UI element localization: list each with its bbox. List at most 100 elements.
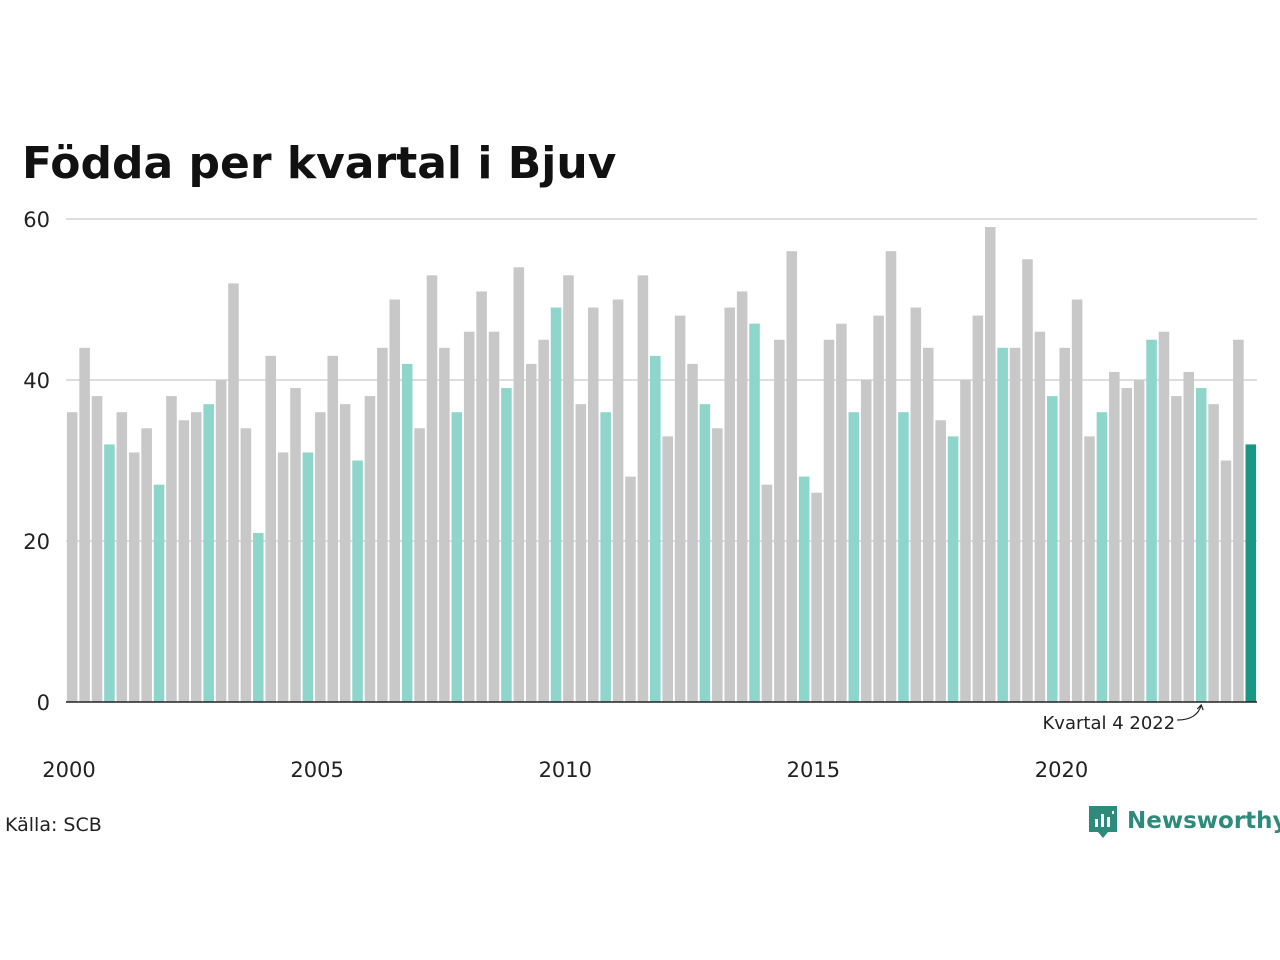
bar [315, 412, 326, 702]
newsworthy-logo: Newsworthy [1089, 806, 1280, 838]
bar [426, 275, 438, 702]
bar [488, 331, 500, 702]
bar [364, 396, 376, 702]
bar [302, 452, 314, 702]
y-tick-label: 40 [23, 369, 50, 393]
bar [451, 412, 463, 702]
bar [1220, 460, 1232, 702]
bar [910, 307, 922, 702]
bar [215, 380, 227, 702]
bar [674, 315, 686, 702]
bar [277, 452, 289, 702]
bar [984, 227, 996, 703]
bar [774, 339, 785, 702]
bar [749, 323, 760, 702]
bar [922, 347, 934, 702]
bar [1233, 339, 1244, 702]
bar [463, 331, 475, 702]
bar [253, 532, 264, 702]
annotation-arrow [1177, 703, 1204, 721]
bar [699, 404, 711, 702]
y-axis-ticks: 0 20 40 60 [23, 208, 50, 715]
bar [79, 347, 90, 702]
bar [228, 283, 239, 702]
x-tick-label: 2020 [1035, 758, 1088, 782]
y-tick-label: 60 [23, 208, 50, 232]
bar [1034, 331, 1046, 702]
bar [1146, 339, 1157, 702]
bar [873, 315, 884, 702]
bar [587, 307, 599, 702]
bar [1171, 396, 1182, 702]
bar [116, 412, 128, 702]
bar [141, 428, 152, 702]
bar [860, 380, 872, 702]
bar [525, 363, 537, 702]
bar [1047, 396, 1058, 702]
bar [637, 275, 649, 702]
bar [1133, 380, 1145, 702]
bar [513, 267, 525, 702]
bar [66, 412, 78, 702]
gridlines [66, 218, 1257, 542]
source-label: Källa: SCB [5, 814, 102, 836]
bar [377, 347, 388, 702]
x-tick-label: 2015 [787, 758, 840, 782]
bar [1071, 299, 1083, 702]
bar [550, 307, 562, 702]
bar [166, 396, 177, 702]
bar [736, 291, 748, 702]
bar [389, 299, 401, 702]
x-tick-label: 2005 [290, 758, 343, 782]
bar [339, 404, 351, 702]
bar [612, 299, 624, 702]
bar [1084, 436, 1095, 702]
bar [401, 363, 413, 702]
bar [203, 404, 214, 702]
bar [563, 275, 574, 702]
bar [836, 323, 847, 702]
bar [848, 412, 860, 702]
y-tick-label: 20 [23, 530, 50, 554]
x-tick-label: 2000 [42, 758, 95, 782]
bar [687, 363, 698, 702]
bar [960, 380, 971, 702]
bar [240, 428, 252, 702]
bar [947, 436, 959, 702]
latest-quarter-annotation: Kvartal 4 2022 [1043, 713, 1176, 734]
bar [662, 436, 673, 702]
bars [66, 227, 1257, 703]
bar [823, 339, 835, 702]
bar [724, 307, 736, 702]
x-axis-ticks: 2000 2005 2010 2015 2020 [42, 758, 1088, 782]
bar [935, 420, 946, 702]
bar [104, 444, 115, 702]
chart-title: Födda per kvartal i Bjuv [22, 138, 617, 189]
bar [414, 428, 425, 702]
bar [327, 355, 339, 702]
bar [811, 492, 822, 702]
bar [1208, 404, 1219, 702]
bar [91, 396, 103, 702]
bar [798, 476, 810, 702]
bar [1059, 347, 1070, 702]
bar [1009, 347, 1021, 702]
bar [1183, 371, 1195, 702]
bar [153, 484, 165, 702]
bar [997, 347, 1008, 702]
bar [625, 476, 636, 702]
bar [128, 452, 140, 702]
y-tick-label: 0 [37, 691, 50, 715]
x-tick-label: 2010 [539, 758, 592, 782]
brand-name: Newsworthy [1127, 808, 1280, 834]
bar [712, 428, 723, 702]
bar [761, 484, 773, 702]
bar [190, 412, 202, 702]
bar [575, 404, 587, 702]
bar [265, 355, 276, 702]
newsworthy-logo-icon [1089, 806, 1117, 838]
bar [476, 291, 487, 702]
bar [600, 412, 611, 702]
bar [1109, 371, 1120, 702]
bar [1121, 388, 1133, 702]
